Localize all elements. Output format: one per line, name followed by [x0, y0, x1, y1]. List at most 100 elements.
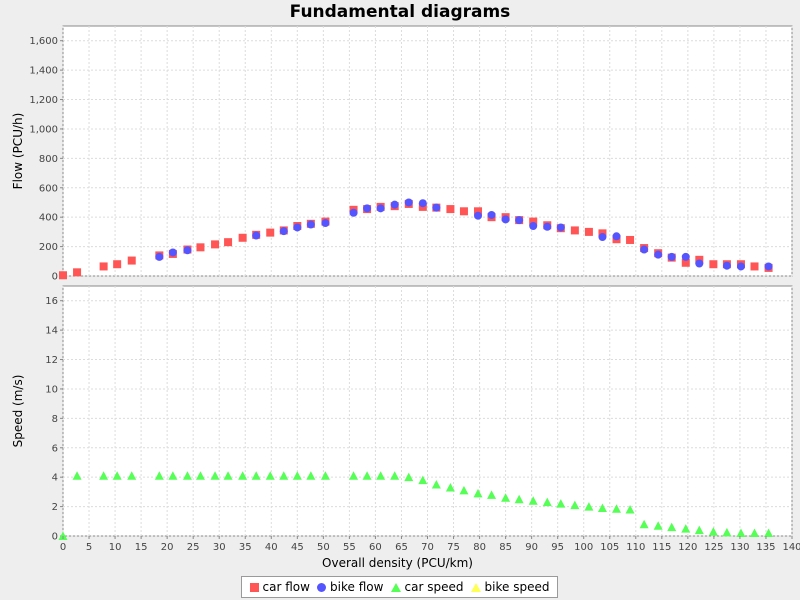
point-car-speed [667, 522, 677, 532]
legend-item-car-speed: car speed [390, 580, 464, 594]
point-car-speed [528, 496, 538, 505]
x-tick-label: 100 [574, 542, 593, 553]
point-car-speed [265, 471, 275, 480]
point-car-speed [404, 472, 414, 482]
legend-marker-triangle [390, 582, 401, 592]
point-bike-flow [529, 222, 538, 230]
y-tick-label: 4 [52, 473, 58, 484]
x-tick-label: 85 [499, 542, 512, 553]
point-car-flow [750, 262, 759, 271]
x-tick-label: 75 [447, 542, 460, 553]
y-tick-label: 16 [45, 296, 58, 307]
y-axis-label: Flow (PCU/h) [11, 113, 25, 190]
point-bike-flow [321, 219, 330, 228]
point-bike-flow [722, 261, 731, 270]
y-tick-label: 0 [52, 532, 58, 543]
point-car-flow [113, 260, 122, 269]
point-bike-flow [168, 248, 177, 257]
y-tick-label: 14 [45, 326, 58, 337]
x-tick-label: 55 [343, 542, 356, 553]
point-bike-flow [598, 233, 607, 242]
point-bike-flow [474, 211, 483, 220]
point-car-flow [127, 256, 136, 265]
point-bike-flow [681, 252, 690, 261]
y-tick-label: 400 [39, 213, 58, 224]
point-bike-flow [155, 252, 164, 261]
x-tick-label: 40 [265, 542, 278, 553]
point-bike-flow [487, 210, 496, 219]
point-car-speed [99, 471, 109, 480]
point-car-flow [266, 228, 275, 237]
x-tick-label: 70 [421, 542, 434, 553]
point-car-flow [59, 271, 67, 280]
point-car-speed [168, 471, 178, 480]
point-car-speed [279, 471, 289, 480]
point-car-flow [238, 233, 247, 242]
point-car-speed [612, 504, 622, 513]
point-bike-flow [293, 223, 302, 232]
point-car-speed [459, 485, 469, 495]
point-car-speed [722, 527, 732, 537]
legend-label: car flow [262, 580, 310, 594]
point-bike-flow [404, 198, 413, 207]
legend-marker-circle [317, 582, 327, 592]
y-tick-label: 1,200 [29, 95, 58, 106]
x-tick-label: 25 [187, 542, 200, 553]
point-car-speed [238, 471, 248, 480]
x-tick-label: 80 [473, 542, 486, 553]
point-bike-flow [363, 204, 372, 213]
point-car-flow [626, 235, 635, 244]
point-car-speed [681, 524, 691, 533]
point-car-speed [376, 471, 386, 480]
point-car-speed [390, 471, 400, 480]
point-car-flow [99, 262, 108, 271]
legend-item-bike-flow: bike flow [317, 580, 383, 594]
point-car-speed [625, 505, 635, 514]
x-tick-label: 0 [60, 542, 66, 553]
x-axis-label: Overall density (PCU/km) [322, 556, 473, 570]
point-car-flow [474, 207, 483, 216]
x-tick-label: 45 [291, 542, 304, 553]
x-tick-label: 140 [782, 542, 800, 553]
legend-label: car speed [404, 580, 464, 594]
point-bike-flow [390, 200, 399, 209]
point-car-speed [445, 482, 455, 492]
x-tick-label: 95 [551, 542, 564, 553]
y-axis-label: Speed (m/s) [11, 375, 25, 448]
point-bike-flow [736, 262, 745, 271]
point-car-flow [681, 258, 690, 267]
y-tick-label: 6 [52, 443, 58, 454]
point-car-speed [195, 471, 205, 480]
legend-label: bike speed [484, 580, 550, 594]
y-tick-label: 1,000 [29, 124, 58, 135]
y-tick-label: 10 [45, 384, 58, 395]
point-car-flow [570, 226, 579, 235]
point-car-flow [584, 227, 593, 236]
point-car-flow [459, 207, 468, 216]
point-car-speed [58, 531, 68, 540]
point-car-speed [251, 471, 261, 480]
point-car-flow [196, 243, 205, 252]
x-tick-label: 35 [239, 542, 252, 553]
x-tick-label: 105 [600, 542, 619, 553]
x-tick-label: 125 [704, 542, 723, 553]
chart-legend: car flow bike flow car speed bike speed [241, 576, 558, 598]
point-car-speed [694, 525, 704, 535]
point-car-speed [127, 471, 137, 480]
point-car-flow [73, 268, 82, 277]
x-tick-label: 90 [525, 542, 538, 553]
point-bike-flow [279, 227, 288, 236]
point-car-flow [529, 217, 538, 226]
point-car-speed [570, 500, 580, 510]
point-car-speed [653, 521, 663, 530]
point-car-speed [112, 471, 122, 480]
x-tick-label: 50 [317, 542, 330, 553]
point-car-speed [736, 528, 746, 538]
legend-label: bike flow [330, 580, 384, 594]
x-tick-label: 115 [652, 542, 671, 553]
point-bike-flow [183, 246, 192, 255]
point-car-speed [639, 519, 649, 529]
point-bike-flow [764, 262, 773, 271]
point-car-speed [182, 471, 192, 480]
